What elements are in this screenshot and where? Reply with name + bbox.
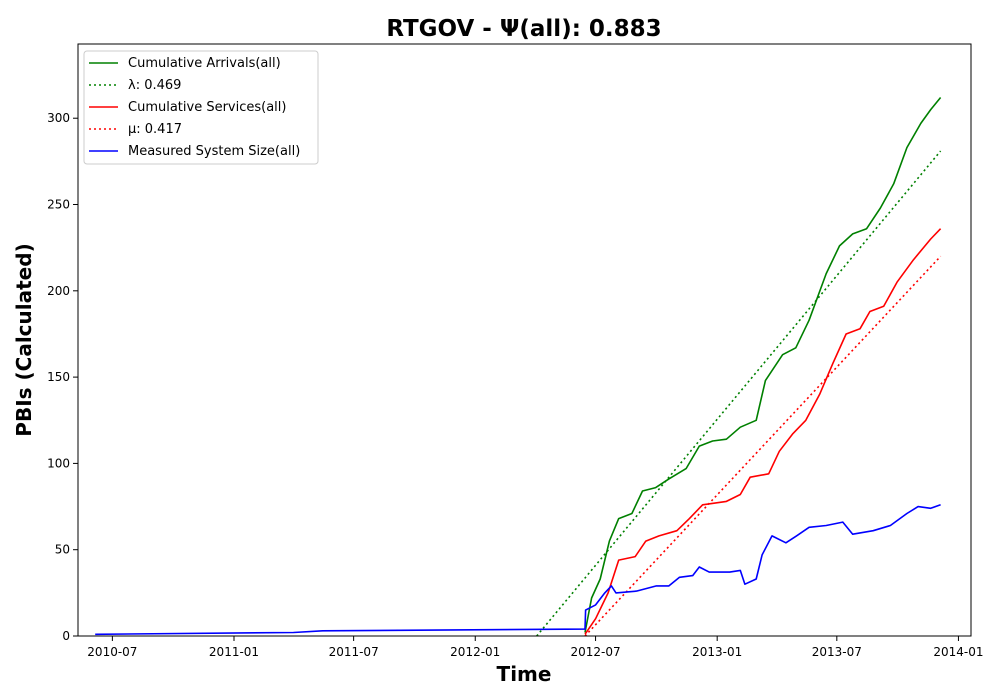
legend-label: Measured System Size(all) (128, 144, 300, 159)
y-axis-label: PBIs (Calculated) (12, 243, 36, 436)
series-line-cumulative-services-all (584, 228, 942, 635)
y-tick-label: 200 (47, 284, 70, 298)
series-line-cumulative-arrivals-all (584, 96, 942, 633)
x-axis: 2010-07 2011-01 2011-07 2012-01 2012-07 2013-… (87, 636, 984, 659)
x-tick-label: 2013-07 (812, 645, 862, 659)
y-tick-label: 50 (55, 543, 70, 557)
x-axis-label: Time (497, 662, 552, 686)
x-tick-label: 2013-01 (692, 645, 742, 659)
y-axis: 0 50 100 150 200 250 300 (47, 111, 78, 643)
legend-label: λ: 0.469 (128, 78, 181, 93)
y-tick-label: 0 (62, 629, 70, 643)
series-line-0-417 (584, 255, 942, 637)
x-tick-label: 2011-01 (209, 645, 259, 659)
y-tick-label: 300 (47, 111, 70, 125)
x-tick-label: 2012-07 (570, 645, 620, 659)
chart-title: RTGOV - Ψ(all): 0.883 (386, 16, 661, 42)
series-line-measured-system-size-all (95, 504, 941, 636)
x-tick-label: 2011-07 (329, 645, 379, 659)
x-tick-label: 2014-01 (933, 645, 983, 659)
series-layer (95, 96, 942, 637)
x-tick-label: 2010-07 (87, 645, 137, 659)
legend: Cumulative Arrivals(all) λ: 0.469 Cumulati… (83, 50, 319, 165)
legend-label: Cumulative Services(all) (128, 100, 286, 115)
series-line-0-469 (536, 150, 942, 637)
y-tick-label: 250 (47, 198, 70, 212)
y-tick-label: 100 (47, 456, 70, 470)
y-tick-label: 150 (47, 370, 70, 384)
legend-label: Cumulative Arrivals(all) (128, 56, 281, 71)
legend-label: μ: 0.417 (128, 122, 182, 137)
x-tick-label: 2012-01 (450, 645, 500, 659)
legend-box (83, 50, 319, 165)
plot-frame (77, 43, 972, 637)
